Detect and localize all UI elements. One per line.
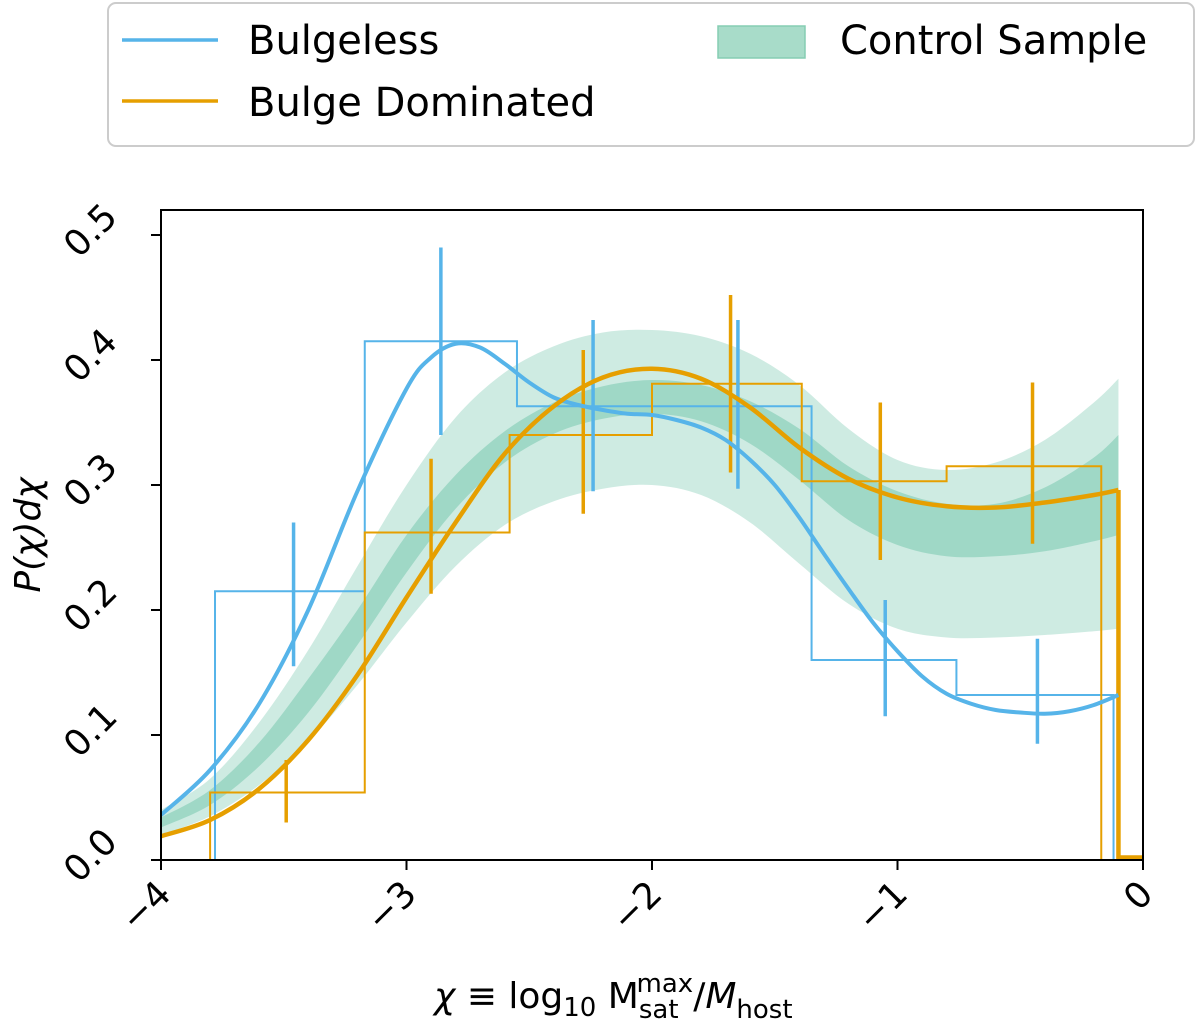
x-axis-title: χ ≡ log10 Msatmax/Mhost — [432, 969, 793, 1022]
x-tick-label: 0 — [1116, 873, 1161, 918]
y-tick-label: 0.5 — [56, 196, 125, 265]
legend-label-control-sample: Control Sample — [840, 18, 1147, 64]
plot-area — [161, 247, 1143, 860]
bulgeless-histogram — [214, 340, 1115, 860]
legend-frame — [107, 2, 1195, 147]
legend-swatch-control-sample — [717, 25, 806, 59]
x-tick-label: −3 — [358, 873, 425, 940]
y-tick-label: 0.2 — [56, 571, 125, 640]
legend: Bulgeless Bulge Dominated Control Sample — [107, 2, 1195, 147]
x-tick-label: −2 — [604, 873, 671, 940]
y-tick-label: 0.0 — [56, 821, 125, 890]
bulge-dominated-curve — [161, 366, 1119, 839]
legend-label-bulge-dominated: Bulge Dominated — [248, 80, 596, 126]
y-tick-label: 0.4 — [56, 321, 125, 390]
y-tick-label: 0.1 — [56, 696, 125, 765]
y-axis-title: P(χ)dχ — [8, 476, 49, 593]
x-tick-label: −4 — [113, 873, 180, 940]
legend-label-bulgeless: Bulgeless — [248, 18, 439, 64]
svg-text:P(χ)dχ: P(χ)dχ — [8, 476, 49, 593]
svg-text:χ ≡ log10 Msatmax/Mhost: χ ≡ log10 Msatmax/Mhost — [432, 969, 793, 1022]
x-tick-label: −1 — [849, 873, 916, 940]
bulgeless-curve — [161, 341, 1120, 817]
y-tick-label: 0.3 — [56, 446, 125, 515]
bulge-dominated-histogram — [209, 382, 1103, 860]
